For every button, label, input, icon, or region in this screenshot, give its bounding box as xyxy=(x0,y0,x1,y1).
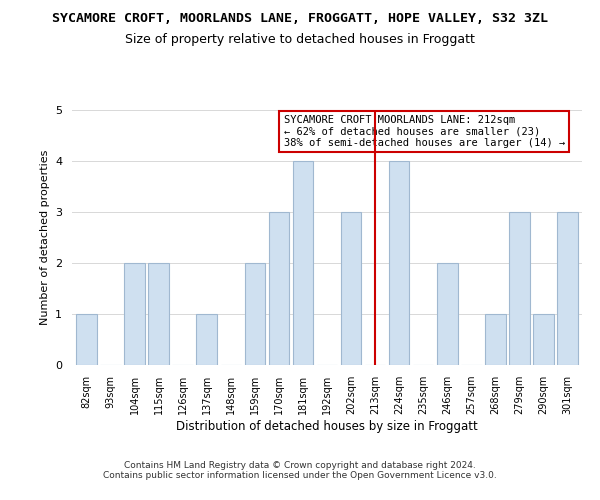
Bar xyxy=(148,263,169,365)
Bar xyxy=(557,212,578,365)
Bar xyxy=(293,161,313,365)
Bar xyxy=(124,263,145,365)
Bar xyxy=(245,263,265,365)
Text: Size of property relative to detached houses in Froggatt: Size of property relative to detached ho… xyxy=(125,32,475,46)
Bar xyxy=(76,314,97,365)
Text: SYCAMORE CROFT, MOORLANDS LANE, FROGGATT, HOPE VALLEY, S32 3ZL: SYCAMORE CROFT, MOORLANDS LANE, FROGGATT… xyxy=(52,12,548,26)
Text: Contains HM Land Registry data © Crown copyright and database right 2024.
Contai: Contains HM Land Registry data © Crown c… xyxy=(103,460,497,480)
Bar xyxy=(533,314,554,365)
Bar xyxy=(485,314,506,365)
Bar xyxy=(341,212,361,365)
Bar xyxy=(269,212,289,365)
Bar xyxy=(196,314,217,365)
Bar xyxy=(437,263,458,365)
X-axis label: Distribution of detached houses by size in Froggatt: Distribution of detached houses by size … xyxy=(176,420,478,433)
Bar xyxy=(389,161,409,365)
Bar xyxy=(509,212,530,365)
Y-axis label: Number of detached properties: Number of detached properties xyxy=(40,150,50,325)
Text: SYCAMORE CROFT MOORLANDS LANE: 212sqm
← 62% of detached houses are smaller (23)
: SYCAMORE CROFT MOORLANDS LANE: 212sqm ← … xyxy=(284,115,565,148)
